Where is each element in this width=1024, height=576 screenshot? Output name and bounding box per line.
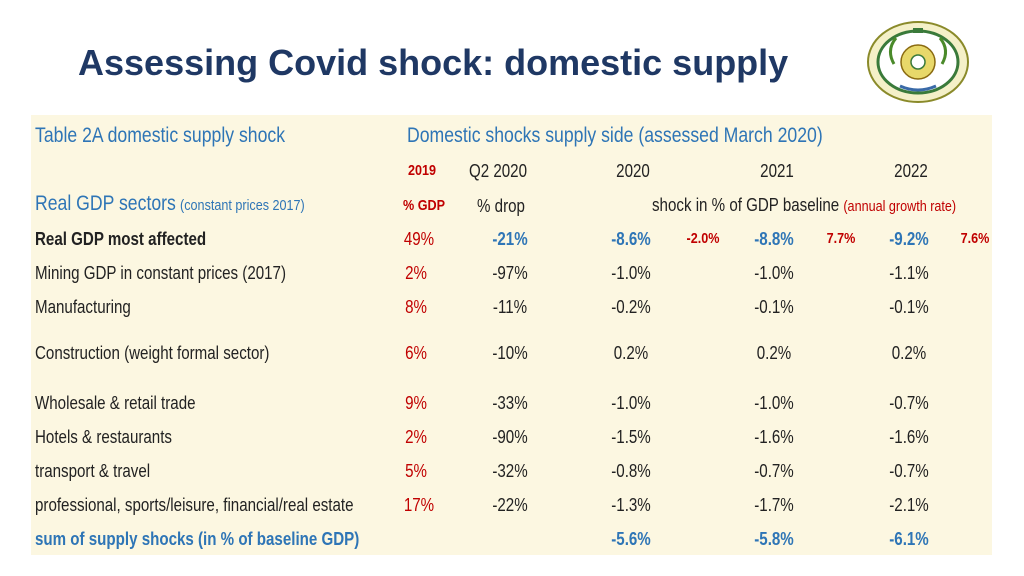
- row-shock-2022: -2.1%: [889, 495, 929, 515]
- row-shock-2020: -1.0%: [611, 393, 651, 413]
- row-shock-2020: -1.5%: [611, 427, 651, 447]
- row-shock-2022: 0.2%: [891, 343, 927, 363]
- row-growth-2021: 7.7%: [826, 230, 856, 247]
- row-share: 17%: [403, 495, 435, 515]
- sectors-note: (constant prices 2017): [180, 197, 305, 214]
- row-shock-2020: -0.2%: [611, 297, 651, 317]
- col-header-2022: 2022: [894, 161, 928, 181]
- growth-note: (annual growth rate): [843, 198, 957, 215]
- row-share: 2%: [405, 263, 427, 283]
- row-label: professional, sports/leisure, financial/…: [35, 495, 354, 515]
- shock-label: shock in % of GDP baseline: [652, 195, 840, 215]
- row-shock-2022: -0.1%: [889, 297, 929, 317]
- coat-of-arms-emblem: [867, 21, 969, 103]
- sum-row-label: sum of supply shocks (in % of baseline G…: [35, 529, 360, 549]
- col-header-2021: 2021: [760, 161, 794, 181]
- row-shock-2022: -0.7%: [889, 461, 929, 481]
- row-share: 2%: [405, 427, 427, 447]
- row-label: transport & travel: [35, 461, 151, 481]
- row-label: Wholesale & retail trade: [35, 393, 196, 413]
- row-drop: -90%: [492, 427, 528, 447]
- slide-title: Assessing Covid shock: domestic supply: [78, 42, 789, 83]
- row-share: 8%: [405, 297, 427, 317]
- row-drop: -21%: [492, 229, 528, 249]
- row-shock-2020: -1.3%: [611, 495, 651, 515]
- row-shock-2021: -0.7%: [754, 461, 794, 481]
- row-shock-2021: -1.0%: [754, 263, 794, 283]
- sum-shock-2021: -5.8%: [754, 529, 794, 549]
- row-drop: -97%: [492, 263, 528, 283]
- group-header: Domestic shocks supply side (assessed Ma…: [407, 124, 823, 147]
- sub-header-pct-drop: % drop: [477, 196, 525, 216]
- row-shock-2022: -9.2%: [889, 229, 929, 249]
- row-shock-2021: -1.6%: [754, 427, 794, 447]
- sub-header-shock: shock in % of GDP baseline (annual growt…: [652, 193, 956, 219]
- row-shock-2021: 0.2%: [756, 343, 792, 363]
- row-share: 5%: [405, 461, 427, 481]
- row-shock-2021: -0.1%: [754, 297, 794, 317]
- sectors-label: Real GDP sectors: [35, 192, 176, 215]
- row-share: 49%: [403, 229, 435, 249]
- row-drop: -33%: [492, 393, 528, 413]
- row-growth-2022: 7.6%: [960, 230, 990, 247]
- row-label: Manufacturing: [35, 297, 131, 317]
- row-shock-2020: 0.2%: [613, 343, 649, 363]
- row-shock-2022: -0.7%: [889, 393, 929, 413]
- row-shock-2021: -1.0%: [754, 393, 794, 413]
- sectors-header: Real GDP sectors (constant prices 2017): [35, 192, 305, 218]
- row-label: Real GDP most affected: [35, 229, 207, 249]
- row-drop: -11%: [492, 297, 528, 317]
- row-label: Hotels & restaurants: [35, 427, 172, 447]
- row-shock-2022: -1.6%: [889, 427, 929, 447]
- row-drop: -22%: [492, 495, 528, 515]
- row-shock-2022: -1.1%: [889, 263, 929, 283]
- row-drop: -32%: [492, 461, 528, 481]
- supply-shock-table: Table 2A domestic supply shock Domestic …: [31, 115, 992, 555]
- row-share: 9%: [405, 393, 427, 413]
- sub-header-pct-gdp: % GDP: [402, 197, 446, 214]
- row-share: 6%: [405, 343, 427, 363]
- col-header-2020: 2020: [616, 161, 650, 181]
- row-shock-2021: -8.8%: [754, 229, 794, 249]
- sum-shock-2022: -6.1%: [889, 529, 929, 549]
- col-header-q2-2020: Q2 2020: [468, 161, 528, 181]
- row-growth-2020: -2.0%: [686, 230, 720, 247]
- row-shock-2020: -1.0%: [611, 263, 651, 283]
- row-label: Mining GDP in constant prices (2017): [35, 263, 287, 283]
- table-caption: Table 2A domestic supply shock: [35, 124, 286, 147]
- col-header-2019: 2019: [407, 162, 437, 179]
- row-shock-2020: -8.6%: [611, 229, 651, 249]
- row-shock-2020: -0.8%: [611, 461, 651, 481]
- sum-shock-2020: -5.6%: [611, 529, 651, 549]
- row-drop: -10%: [492, 343, 528, 363]
- row-label: Construction (weight formal sector): [35, 343, 270, 363]
- row-shock-2021: -1.7%: [754, 495, 794, 515]
